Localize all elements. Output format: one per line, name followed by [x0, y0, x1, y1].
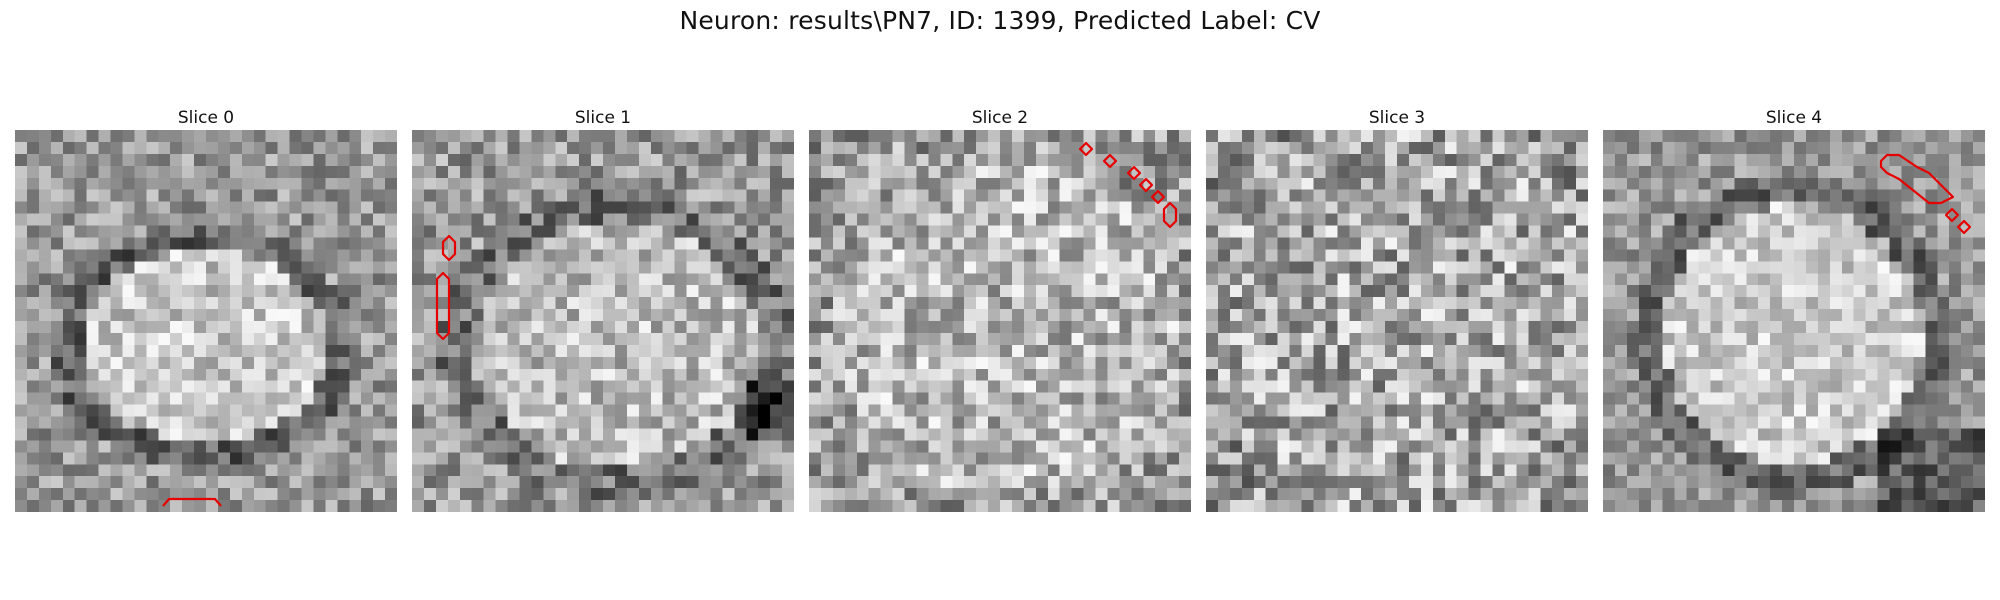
slice-image — [412, 130, 794, 512]
slice-title: Slice 4 — [1765, 108, 1823, 128]
slice-title: Slice 3 — [1368, 108, 1426, 128]
figure-title: Neuron: results\PN7, ID: 1399, Predicted… — [679, 6, 1321, 35]
slice-title: Slice 2 — [971, 108, 1029, 128]
slice-panel-1: Slice 1 — [412, 106, 794, 512]
slice-panel-2: Slice 2 — [809, 106, 1191, 512]
slice-title: Slice 0 — [177, 108, 235, 128]
slice-panel-4: Slice 4 — [1603, 106, 1985, 512]
slice-panel-3: Slice 3 — [1206, 106, 1588, 512]
slice-panel-0: Slice 0 — [15, 106, 397, 512]
slice-title: Slice 1 — [574, 108, 632, 128]
slice-image — [1603, 130, 1985, 512]
slice-image — [809, 130, 1191, 512]
slice-image — [1206, 130, 1588, 512]
slice-image — [15, 130, 397, 512]
